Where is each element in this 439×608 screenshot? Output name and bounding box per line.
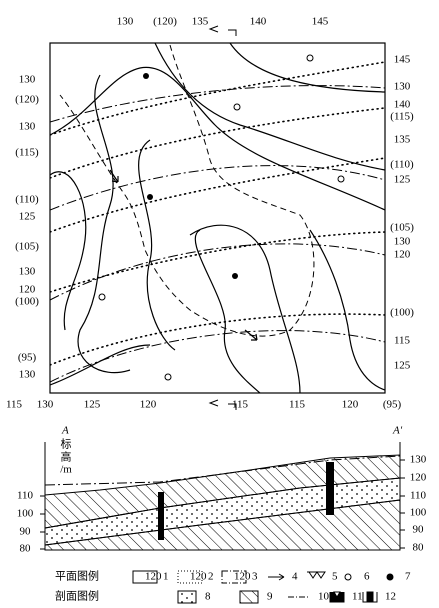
map-lines [50, 43, 385, 393]
map-frame [49, 42, 386, 394]
right-label: 130 [394, 236, 411, 248]
right-label: (115) [390, 111, 414, 123]
cross-section [40, 442, 405, 551]
open-points [98, 54, 345, 381]
bottom-label: 125 [84, 399, 101, 411]
right-label: 145 [394, 54, 411, 66]
left-label: (105) [15, 241, 39, 253]
top-label: 145 [312, 16, 329, 28]
right-label: 135 [394, 134, 411, 146]
section-mark-top [208, 25, 237, 36]
right-tick: 100 [410, 507, 427, 519]
legend-number: 11 [352, 591, 363, 603]
right-label: 125 [394, 360, 411, 372]
axis-title: 高 [61, 450, 72, 464]
legend-number: 10 [318, 591, 330, 603]
left-label: (95) [18, 352, 37, 364]
right-label: (105) [390, 222, 414, 234]
left-label: (115) [15, 147, 39, 159]
left-label: 125 [19, 211, 36, 223]
legend-number: 12 [385, 591, 396, 603]
legend-number: 5 [332, 571, 338, 583]
plan-legend-title: 平面图例 [55, 569, 99, 583]
bottom-label: 130 [37, 399, 54, 411]
right-label: 120 [394, 249, 411, 261]
bottom-label: 115 [289, 399, 306, 411]
section-legend-title: 剖面图例 [55, 589, 99, 603]
right-label: 130 [394, 81, 411, 93]
axis-title: 标 [61, 437, 72, 451]
left-label: 130 [19, 121, 36, 133]
right-label: (110) [390, 159, 414, 171]
legend-sample: 120 [234, 571, 251, 583]
section-mark-bottom [208, 399, 237, 410]
left-label: 120 [19, 284, 36, 296]
right-label: 125 [394, 174, 411, 186]
legend-samples [132, 570, 394, 604]
right-tick: 130 [410, 454, 427, 466]
left-tick: 100 [17, 508, 34, 520]
left-tick: 80 [20, 543, 32, 555]
bottom-label: 115 [232, 399, 249, 411]
legend-number: 4 [292, 571, 298, 583]
bottom-label: 120 [342, 399, 359, 411]
bottom-label: (95) [383, 399, 402, 411]
left-tick: 110 [17, 490, 34, 502]
bottom-label: 115 [6, 399, 23, 411]
right-label: 115 [394, 335, 411, 347]
bottom-label: 120 [140, 399, 157, 411]
top-label: 140 [250, 16, 267, 28]
right-tick: 120 [410, 472, 427, 484]
right-tick: 110 [410, 490, 427, 502]
legend-number: 1 [163, 571, 169, 583]
left-label: (110) [15, 194, 39, 206]
left-label: 130 [19, 266, 36, 278]
legend-number: 3 [252, 571, 258, 583]
right-label: 140 [394, 99, 411, 111]
top-label: 130 [117, 16, 134, 28]
section-start: A [61, 425, 69, 437]
left-label: (120) [15, 94, 39, 106]
top-label: 135 [192, 16, 209, 28]
legend-sample: 120 [190, 571, 207, 583]
filled-points [143, 73, 238, 279]
top-label: (120) [153, 16, 177, 28]
left-label: 130 [19, 369, 36, 381]
right-tick: 80 [413, 542, 425, 554]
left-tick: 90 [20, 526, 32, 538]
section-end: A′ [392, 425, 403, 437]
left-label: (100) [15, 296, 39, 308]
legend-number: 2 [208, 571, 214, 583]
right-label: (100) [390, 307, 414, 319]
left-label: 130 [19, 74, 36, 86]
axis-title: /m [60, 464, 72, 476]
legend-number: 6 [364, 571, 370, 583]
legend-sample: 120 [145, 571, 162, 583]
legend-number: 7 [405, 571, 411, 583]
legend-number: 9 [267, 591, 273, 603]
map [49, 25, 386, 410]
right-tick: 90 [413, 524, 425, 536]
legend-number: 8 [205, 591, 211, 603]
